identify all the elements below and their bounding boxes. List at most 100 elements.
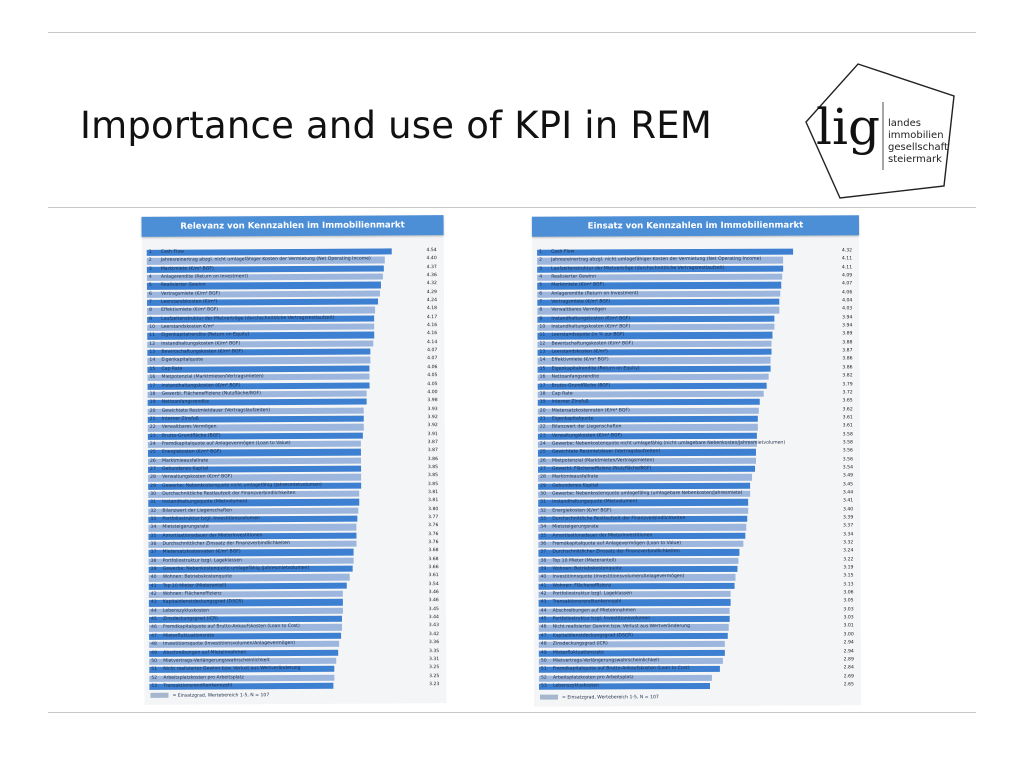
chart-category-label: Marktmieausfallrate: [161, 458, 209, 464]
chart-value-label: 3.01: [843, 623, 854, 629]
chart-row: 53 Lebenszykluskosten 2.65: [538, 681, 856, 691]
chart-value-label: 4.16: [426, 323, 438, 329]
chart-value-label: 3.87: [427, 448, 438, 454]
chart-value-label: 4.32: [841, 248, 853, 254]
logo-line-3: gesellschaft: [888, 142, 948, 153]
chart-value-label: 3.85: [427, 481, 439, 487]
chart-value-label: 4.11: [841, 256, 853, 262]
chart-category-label: Mietersatzkostenraten (€/m² BGF): [551, 407, 630, 414]
chart-value-label: 2.89: [843, 657, 854, 663]
chart-value-label: 3.24: [843, 548, 854, 554]
chart-category-label: Cap Rate: [551, 391, 573, 397]
chart-value-label: 4.05: [427, 373, 438, 379]
bottom-rule: [48, 712, 976, 713]
chart-value-label: 4.29: [426, 289, 437, 295]
chart-category-label: Marktmieausfallrate: [552, 474, 599, 480]
chart-value-label: 3.86: [842, 365, 853, 371]
chart-relevanz-rows: 1 Cash Flow 4.54 2 Jahresreinertrag abzgl. n…: [146, 247, 442, 691]
chart-value-label: 3.44: [842, 490, 854, 496]
chart-category-label: Cash Flow: [160, 249, 185, 255]
chart-einsatz: Einsatz von Kennzahlen im Immobilienmark…: [531, 215, 862, 707]
chart-value-label: 3.45: [428, 606, 439, 612]
chart-category-label: Verwaltungskosten (€/m² BGF): [551, 432, 622, 439]
chart-value-label: 3.03: [843, 615, 854, 621]
chart-value-label: 4.03: [842, 306, 853, 312]
chart-category-label: Mietsteigerungsrate: [552, 524, 599, 530]
chart-category-label: Nettoanfangsrendite: [161, 399, 210, 405]
chart-value-label: 4.16: [426, 331, 438, 337]
chart-value-label: 3.77: [428, 515, 439, 521]
chart-value-label: 3.25: [429, 665, 440, 671]
chart-category-label: Marktmiete (€/m² BGF): [160, 266, 214, 272]
chart-value-label: 4.36: [426, 273, 437, 279]
chart-value-label: 3.46: [428, 590, 439, 596]
chart-category-label: Leerstandskosten (€/m²): [161, 299, 218, 305]
logo-line-2: immobilien: [888, 130, 944, 141]
chart-category-label: Transaktionsrenditenkennzahl: [552, 599, 622, 606]
chart-value-label: 3.35: [428, 648, 440, 654]
chart-value-label: 3.06: [843, 590, 854, 596]
chart-value-label: 3.94: [842, 315, 853, 321]
chart-value-label: 3.40: [842, 506, 854, 513]
chart-category-label: Transaktionsrenditenkennzahl: [163, 683, 233, 689]
chart-value-label: 2.84: [843, 665, 854, 671]
chart-category-label: Wohnen: Betriebskostenquote: [552, 566, 622, 572]
chart-value-label: 4.06: [427, 364, 438, 370]
chart-value-label: 4.37: [426, 264, 437, 270]
chart-value-label: 3.76: [428, 540, 439, 546]
legend-text: = Einsatzgrad, Wertebereich 1-5, N = 107: [562, 695, 659, 701]
chart-value-label: 3.82: [842, 373, 853, 379]
chart-category-label: Wohnen: Flächeneffizienz: [552, 583, 612, 589]
chart-category-label: Realisierter Gewinn: [551, 274, 597, 280]
chart-value-label: 3.62: [842, 406, 853, 412]
chart-value-label: 3.81: [428, 498, 439, 504]
chart-value-label: 3.43: [428, 623, 440, 629]
chart-category-label: Eigenkapitalquote: [551, 416, 594, 422]
chart-category-label: Wohnen: Flächeneffizienz: [162, 591, 222, 597]
chart-value-label: 3.61: [842, 415, 853, 421]
chart-value-label: 3.03: [843, 607, 854, 613]
chart-value-label: 3.92: [427, 414, 438, 421]
chart-category-label: Marktmiete (€/m² BGF): [551, 282, 605, 289]
chart-value-label: 4.11: [841, 265, 853, 271]
chart-value-label: 3.89: [842, 331, 853, 337]
chart-value-label: 3.58: [842, 431, 853, 437]
chart-value-label: 4.00: [427, 389, 438, 396]
chart-value-label: 3.86: [427, 456, 439, 462]
chart-category-label: Arbeitsplatzkosten pro Arbeitsplatz: [552, 674, 634, 681]
chart-category-label: Eigenkapitalquote: [161, 358, 203, 364]
chart-category-label: Bewirtschaftungskosten (€/m² BGF): [551, 341, 634, 347]
chart-category-label: Brutto-Grundfläche (BGF): [551, 382, 611, 389]
top-rule: [48, 32, 976, 33]
chart-value-label: 3.88: [842, 340, 853, 346]
chart-value-label: 3.80: [428, 506, 439, 512]
chart-category-label: Mieterfluktuationsrate: [163, 633, 215, 639]
chart-category-label: Lebenszykluskosten: [552, 683, 599, 689]
chart-relevanz-title: Relevanz von Kennzahlen im Immobilienmar…: [141, 215, 444, 237]
legend-swatch: [540, 694, 559, 700]
chart-value-label: 3.13: [843, 582, 854, 588]
chart-value-label: 3.56: [842, 456, 854, 462]
chart-value-label: 3.05: [843, 598, 854, 604]
chart-value-label: 3.98: [427, 398, 438, 404]
chart-category-label: Instandhaltungskosten (€/m² BGF): [551, 324, 631, 330]
chart-value-label: 3.85: [427, 465, 439, 471]
chart-value-label: 3.61: [428, 573, 439, 579]
chart-value-label: 3.94: [842, 323, 853, 329]
chart-category-label: Nettoanfangsrendite: [551, 374, 600, 380]
chart-category-label: Abschreibungen auf Mieteinnahmen: [552, 608, 636, 614]
chart-value-label: 3.54: [428, 581, 439, 587]
chart-category-label: Verwaltbares Vermögen: [161, 424, 217, 431]
chart-value-label: 3.72: [842, 390, 853, 396]
chart-value-label: 3.58: [842, 440, 853, 446]
chart-einsatz-rows: 1 Cash Flow 4.32 2 Jahresreinertrag abzgl. n…: [537, 247, 856, 691]
chart-category-label: Effektivmiete (€/m² BGF): [161, 307, 219, 314]
chart-value-label: 3.15: [843, 573, 854, 579]
chart-category-label: Energiekosten (€/m² BGF): [552, 508, 612, 514]
chart-category-label: Zinsdeckungsgrad (ICR): [162, 616, 218, 622]
chart-value-label: 4.14: [427, 339, 438, 345]
chart-value-label: 3.34: [843, 532, 854, 538]
chart-category-label: Top 10 Mieter (Mieteranteil): [552, 558, 617, 564]
chart-category-label: Zinsdeckungsgrad (ICR): [552, 641, 608, 647]
chart-value-label: 3.44: [428, 615, 439, 621]
